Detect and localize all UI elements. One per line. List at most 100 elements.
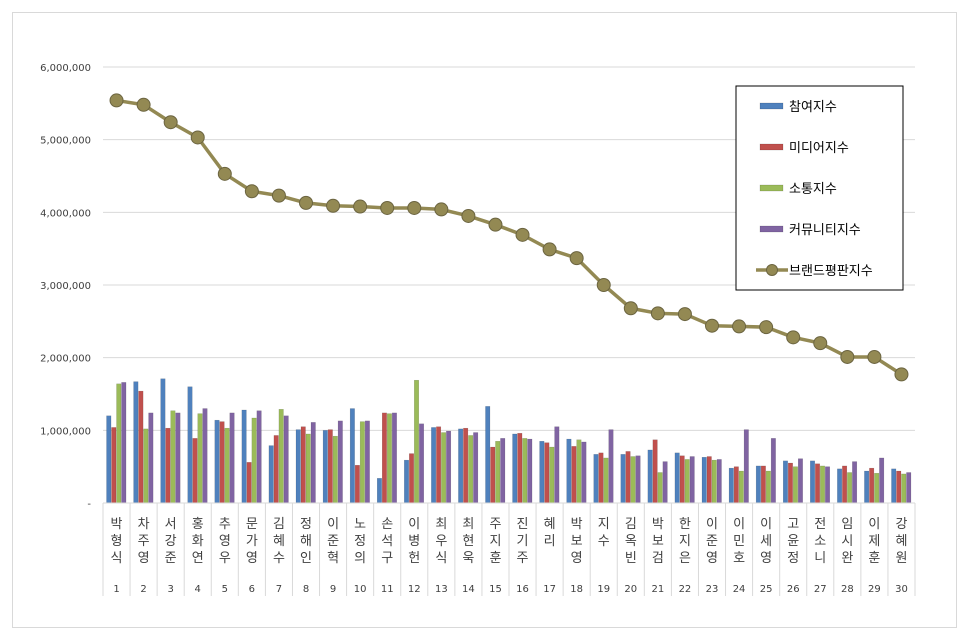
rank-label: 3 bbox=[167, 584, 173, 595]
bar bbox=[879, 457, 885, 504]
y-tick-label: 2,000,000 bbox=[40, 354, 91, 365]
bar bbox=[625, 451, 631, 504]
bar bbox=[755, 465, 761, 504]
bar bbox=[517, 433, 523, 504]
line-point bbox=[488, 217, 503, 232]
bar bbox=[305, 433, 311, 504]
line-point bbox=[380, 200, 395, 215]
bar bbox=[635, 455, 641, 504]
line-point bbox=[867, 349, 882, 364]
legend-label: 미디어지수 bbox=[789, 141, 849, 156]
bar bbox=[138, 390, 144, 504]
legend-swatch bbox=[759, 143, 784, 151]
line-point bbox=[840, 349, 855, 364]
line-point bbox=[353, 199, 368, 214]
legend-label: 커뮤니티지수 bbox=[789, 223, 861, 238]
rank-label: 8 bbox=[303, 584, 309, 595]
bar bbox=[219, 421, 225, 504]
bar bbox=[711, 459, 717, 504]
bar bbox=[706, 456, 712, 504]
rank-label: 14 bbox=[462, 584, 475, 595]
bar bbox=[377, 478, 382, 504]
line-point bbox=[271, 188, 286, 203]
bar bbox=[116, 383, 122, 504]
line-point bbox=[623, 301, 638, 316]
bar bbox=[160, 378, 166, 504]
rank-label: 16 bbox=[516, 584, 529, 595]
bar bbox=[273, 435, 279, 504]
bar bbox=[630, 456, 636, 504]
line-point bbox=[299, 195, 313, 210]
line-point bbox=[677, 307, 692, 322]
line-point bbox=[217, 166, 232, 181]
bar bbox=[852, 461, 858, 504]
rank-label: 18 bbox=[570, 584, 583, 595]
rank-label: 5 bbox=[222, 584, 228, 595]
legend-swatch bbox=[759, 225, 784, 233]
rank-label: 29 bbox=[868, 584, 881, 595]
bar bbox=[192, 438, 198, 504]
line-point bbox=[434, 202, 449, 217]
y-tick-label: - bbox=[87, 499, 91, 510]
bar bbox=[500, 438, 506, 504]
bar bbox=[874, 473, 880, 504]
bar bbox=[436, 426, 442, 504]
rank-label: 20 bbox=[624, 584, 637, 595]
line-point bbox=[894, 367, 909, 382]
bar bbox=[598, 452, 604, 504]
bar bbox=[765, 470, 771, 504]
rank-label: 13 bbox=[435, 584, 448, 595]
line-point bbox=[650, 306, 665, 321]
bar bbox=[512, 433, 518, 504]
bar bbox=[241, 409, 247, 504]
bar bbox=[148, 412, 154, 504]
bar bbox=[891, 468, 897, 504]
bar bbox=[674, 452, 680, 504]
bar bbox=[359, 421, 365, 504]
bar bbox=[608, 429, 614, 504]
rank-label: 6 bbox=[249, 584, 255, 595]
rank-label: 21 bbox=[651, 584, 664, 595]
bar bbox=[419, 423, 424, 504]
bar bbox=[620, 454, 626, 504]
bar bbox=[300, 426, 306, 504]
bar bbox=[842, 465, 848, 504]
line-point bbox=[542, 242, 557, 257]
bar bbox=[783, 460, 788, 504]
line-point bbox=[190, 130, 205, 145]
bar bbox=[187, 386, 193, 504]
y-tick-label: 6,000,000 bbox=[40, 63, 91, 74]
bar bbox=[404, 459, 409, 504]
bar bbox=[458, 428, 464, 504]
bar bbox=[278, 409, 284, 504]
line-point bbox=[136, 97, 151, 112]
bar bbox=[322, 430, 328, 504]
y-axis: - 1,000,000 2,000,000 3,000,000 4,000,000 5,0… bbox=[40, 63, 91, 510]
bar bbox=[283, 415, 289, 504]
bar bbox=[295, 429, 301, 504]
y-tick-label: 1,000,000 bbox=[40, 426, 91, 437]
bar bbox=[229, 412, 235, 504]
legend-label: 소통지수 bbox=[789, 182, 837, 197]
bar bbox=[603, 457, 609, 504]
bar bbox=[522, 438, 528, 504]
bar bbox=[652, 439, 658, 504]
bar bbox=[202, 408, 208, 504]
bar bbox=[760, 465, 766, 504]
